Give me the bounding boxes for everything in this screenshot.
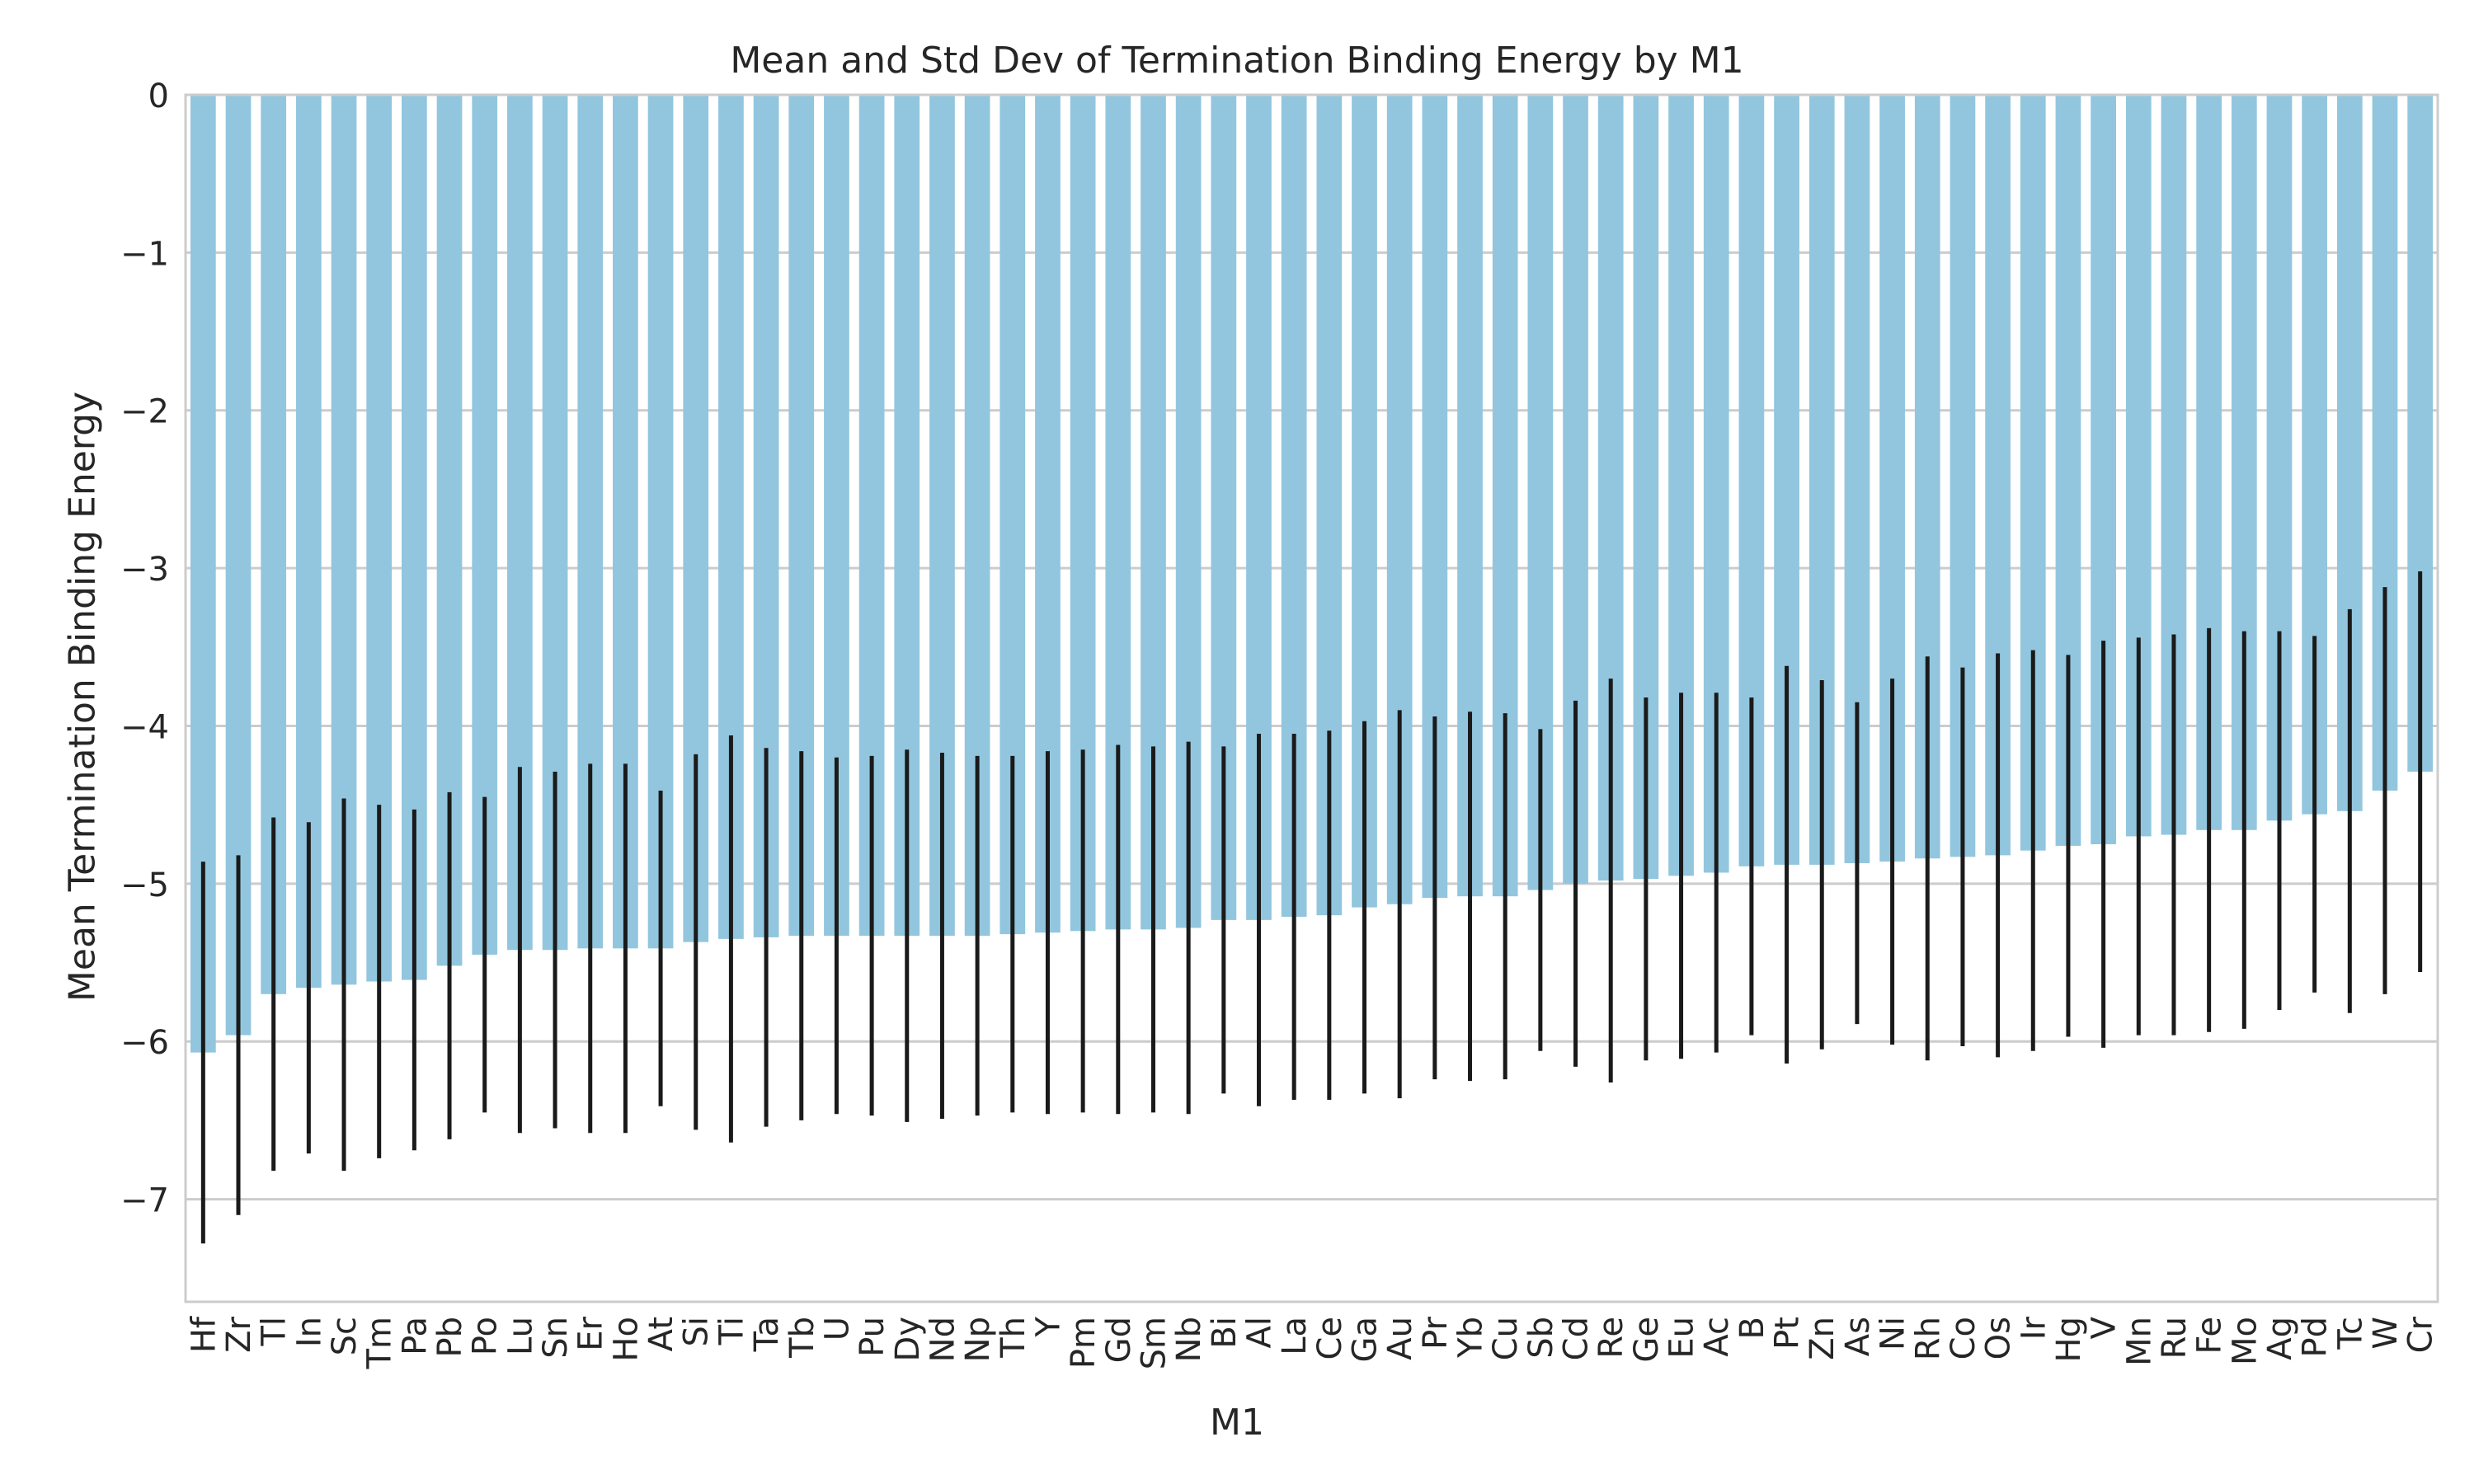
x-tick-label: Bi [1206, 1317, 1244, 1349]
y-tick-label: −7 [120, 1182, 169, 1220]
x-tick-label: Si [678, 1317, 716, 1347]
x-tick-label: Nd [924, 1317, 962, 1362]
x-tick-label: Pt [1769, 1317, 1807, 1350]
x-tick-label: Hf [185, 1316, 223, 1353]
x-tick-label: Th [995, 1317, 1032, 1359]
x-tick-label: Re [1592, 1317, 1630, 1359]
y-tick-label: −4 [120, 708, 169, 746]
x-tick-label: Ge [1628, 1317, 1666, 1363]
x-tick-label: Ag [2261, 1317, 2299, 1360]
x-tick-label: U [818, 1317, 856, 1341]
x-tick-label: Sc [326, 1317, 364, 1355]
x-tick-label: As [1839, 1317, 1877, 1356]
x-tick-label: Ga [1347, 1317, 1385, 1363]
x-tick-label: Y [1029, 1316, 1067, 1337]
x-tick-label: Hg [2050, 1317, 2088, 1362]
x-tick-label: Ru [2156, 1317, 2194, 1359]
x-tick-label: Zr [220, 1316, 258, 1352]
x-tick-label: Tl [256, 1317, 294, 1347]
x-tick-label: Mn [2120, 1317, 2158, 1366]
x-tick-label: Ir [2015, 1316, 2053, 1340]
x-tick-label: Pm [1065, 1317, 1103, 1369]
x-tick-label: Ta [748, 1317, 786, 1352]
x-tick-label: W [2367, 1317, 2405, 1350]
x-tick-label: Pd [2297, 1317, 2335, 1358]
y-tick-label: −2 [120, 393, 169, 431]
x-tick-label: Sm [1135, 1317, 1173, 1369]
x-tick-label: Lu [501, 1317, 539, 1355]
x-tick-label: Pu [854, 1317, 891, 1357]
x-tick-label: Rh [1909, 1317, 1947, 1360]
x-tick-label: Mo [2226, 1317, 2264, 1365]
x-tick-label: Dy [889, 1317, 927, 1361]
x-tick-label: Tc [2331, 1317, 2369, 1350]
x-tick-label: Pa [396, 1317, 434, 1355]
error-bars [200, 571, 2423, 1244]
x-tick-label: Er [572, 1316, 610, 1350]
x-axis-label: M1 [1210, 1402, 1264, 1444]
x-tick-label: Yb [1452, 1317, 1490, 1359]
x-tick-label: Eu [1663, 1317, 1701, 1359]
x-tick-label: V [2086, 1316, 2124, 1339]
y-tick-label: −6 [120, 1024, 169, 1062]
x-tick-label: Ce [1311, 1317, 1349, 1360]
x-tick-label: At [642, 1317, 680, 1351]
x-tick-label: Tm [361, 1317, 399, 1369]
x-tick-label: Zn [1804, 1317, 1841, 1360]
x-tick-label: Cu [1487, 1317, 1525, 1360]
y-tick-labels: 0 −1 −2 −3 −4 −5 −6 −7 [120, 77, 169, 1220]
x-tick-label: Np [959, 1317, 997, 1362]
x-tick-label: Cd [1558, 1317, 1596, 1360]
x-tick-label: Gd [1100, 1317, 1138, 1363]
bars [190, 95, 2434, 1053]
x-tick-labels: HfZrTlInScTmPaPbPoLuSnErHoAtSiTiTaTbUPuD… [185, 1316, 2439, 1369]
y-tick-label: −3 [120, 551, 169, 589]
x-tick-label: In [290, 1317, 328, 1347]
x-tick-label: Pb [431, 1317, 469, 1358]
x-tick-label: Nb [1170, 1317, 1208, 1362]
x-tick-label: Tb [783, 1317, 821, 1359]
x-tick-label: Ac [1698, 1317, 1736, 1357]
x-tick-label: Fe [2191, 1317, 2229, 1354]
x-tick-label: Al [1240, 1317, 1278, 1348]
x-tick-label: Cr [2402, 1316, 2440, 1353]
y-tick-label: −5 [120, 866, 169, 904]
chart-title: Mean and Std Dev of Termination Binding … [730, 40, 1744, 82]
x-tick-label: Ti [713, 1317, 750, 1345]
x-tick-label: B [1733, 1317, 1771, 1339]
x-tick-label: La [1276, 1317, 1314, 1355]
x-tick-label: Po [467, 1317, 505, 1355]
x-tick-label: Sn [537, 1317, 575, 1359]
x-tick-label: Ho [607, 1317, 645, 1362]
x-tick-label: Co [1945, 1317, 1982, 1360]
x-tick-label: Sb [1522, 1317, 1560, 1359]
plot-frame [184, 93, 2439, 1303]
y-tick-label: 0 [148, 77, 169, 115]
x-tick-label: Pr [1417, 1316, 1455, 1349]
y-axis-label: Mean Termination Binding Energy [61, 391, 104, 1003]
x-tick-label: Ni [1874, 1317, 1912, 1350]
x-tick-label: Os [1980, 1317, 2018, 1360]
y-tick-label: −1 [120, 235, 169, 273]
x-tick-label: Au [1381, 1317, 1419, 1360]
